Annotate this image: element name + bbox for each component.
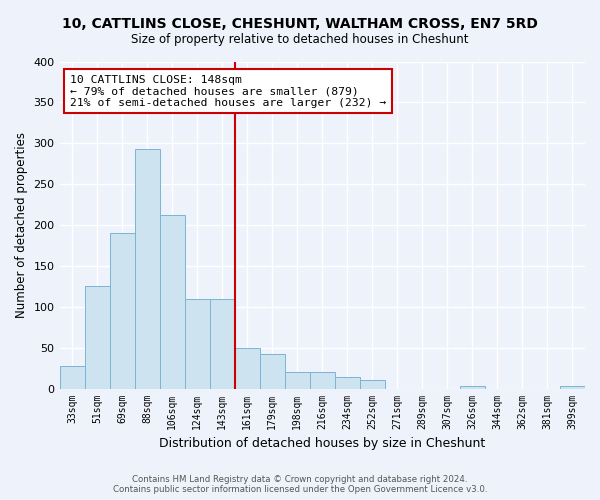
- Text: Size of property relative to detached houses in Cheshunt: Size of property relative to detached ho…: [131, 32, 469, 46]
- Bar: [560, 386, 585, 388]
- Y-axis label: Number of detached properties: Number of detached properties: [15, 132, 28, 318]
- Bar: [310, 372, 335, 388]
- Bar: [209, 298, 235, 388]
- Text: 10, CATTLINS CLOSE, CHESHUNT, WALTHAM CROSS, EN7 5RD: 10, CATTLINS CLOSE, CHESHUNT, WALTHAM CR…: [62, 18, 538, 32]
- Text: 10 CATTLINS CLOSE: 148sqm
← 79% of detached houses are smaller (879)
21% of semi: 10 CATTLINS CLOSE: 148sqm ← 79% of detac…: [70, 74, 386, 108]
- Bar: [110, 233, 134, 388]
- Bar: [134, 149, 160, 388]
- Bar: [360, 380, 385, 388]
- Bar: [85, 286, 110, 388]
- Bar: [260, 354, 285, 388]
- X-axis label: Distribution of detached houses by size in Cheshunt: Distribution of detached houses by size …: [159, 437, 485, 450]
- Bar: [285, 372, 310, 388]
- Bar: [59, 366, 85, 388]
- Bar: [460, 386, 485, 388]
- Bar: [335, 377, 360, 388]
- Text: Contains HM Land Registry data © Crown copyright and database right 2024.
Contai: Contains HM Land Registry data © Crown c…: [113, 474, 487, 494]
- Bar: [160, 215, 185, 388]
- Bar: [235, 348, 260, 389]
- Bar: [185, 298, 209, 388]
